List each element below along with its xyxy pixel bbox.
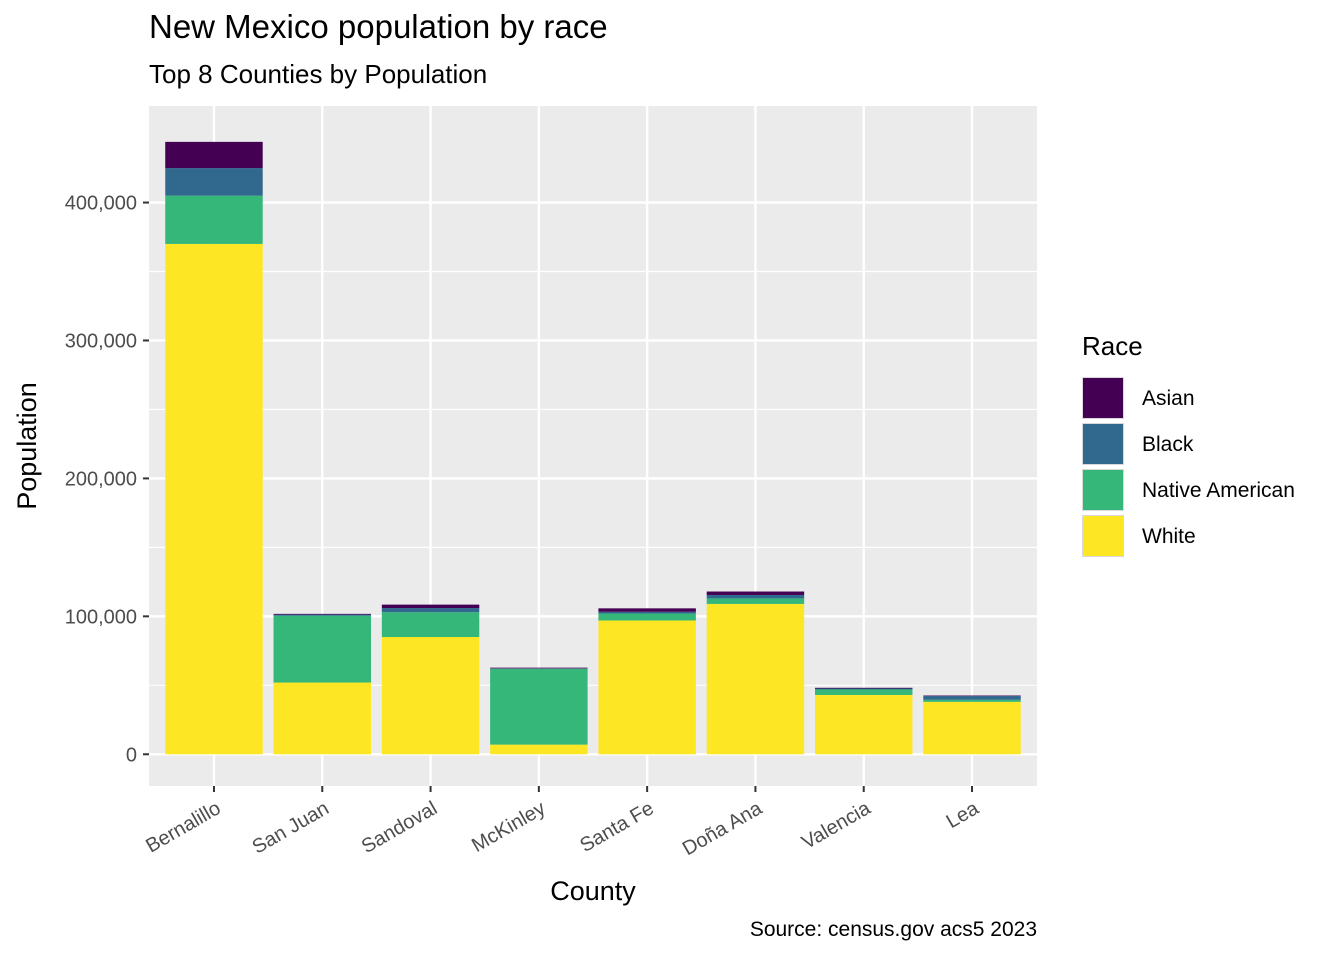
x-tick-label: Doña Ana	[679, 797, 767, 860]
bars	[165, 141, 1021, 755]
bar-native-american-valencia	[815, 689, 913, 695]
legend-title: Race	[1082, 331, 1143, 361]
bar-native-american-santa-fe	[598, 613, 696, 621]
bar-asian-valencia	[815, 687, 913, 689]
x-axis-label: County	[550, 876, 636, 906]
bar-asian-bernalillo	[165, 141, 263, 169]
y-tick-label: 0	[126, 744, 137, 766]
legend-label: Native American	[1142, 479, 1295, 502]
bar-white-bernalillo	[165, 243, 263, 755]
bar-white-santa-fe	[598, 620, 696, 755]
x-tick-label: McKinley	[468, 797, 549, 857]
bar-black-sandoval	[381, 608, 480, 613]
chart-caption: Source: census.gov acs5 2023	[749, 918, 1037, 941]
legend-label: Asian	[1142, 387, 1195, 410]
legend-swatch	[1082, 377, 1124, 419]
bar-native-american-do-a-ana	[706, 598, 805, 604]
bar-white-do-a-ana	[706, 603, 805, 755]
x-tick-label: San Juan	[249, 797, 333, 858]
bar-black-valencia	[815, 688, 913, 690]
bar-asian-san-juan	[273, 613, 371, 615]
legend-swatch	[1082, 515, 1124, 557]
bar-asian-santa-fe	[598, 608, 696, 612]
bar-white-san-juan	[273, 682, 371, 755]
bar-native-american-lea	[923, 699, 1021, 702]
x-tick-label: Lea	[943, 797, 984, 833]
y-tick-label: 300,000	[65, 330, 137, 352]
bar-asian-sandoval	[381, 604, 480, 609]
bar-black-do-a-ana	[706, 594, 805, 599]
legend-swatch	[1082, 469, 1124, 511]
bar-native-american-san-juan	[273, 615, 371, 683]
legend-swatch	[1082, 423, 1124, 465]
y-tick-label: 100,000	[65, 606, 137, 628]
x-tick-label: Valencia	[798, 797, 875, 854]
bar-native-american-bernalillo	[165, 195, 263, 244]
y-axis-label: Population	[12, 382, 42, 510]
chart-title: New Mexico population by race	[149, 8, 608, 45]
bar-asian-lea	[923, 695, 1021, 697]
bar-asian-do-a-ana	[706, 591, 805, 595]
bar-white-lea	[923, 701, 1021, 755]
chart-subtitle: Top 8 Counties by Population	[149, 59, 488, 89]
bar-native-american-mckinley	[490, 668, 588, 745]
y-tick-label: 200,000	[65, 468, 137, 490]
x-tick-label: Sandoval	[358, 797, 441, 858]
bar-black-san-juan	[273, 614, 371, 616]
bar-white-valencia	[815, 694, 913, 755]
bar-white-sandoval	[381, 637, 480, 755]
bar-black-bernalillo	[165, 168, 263, 196]
x-tick-label: Santa Fe	[576, 797, 657, 857]
bar-asian-mckinley	[490, 667, 588, 669]
bar-white-mckinley	[490, 744, 588, 755]
legend-label: White	[1142, 525, 1196, 548]
bar-black-santa-fe	[598, 611, 696, 614]
bar-native-american-sandoval	[381, 612, 480, 638]
legend-label: Black	[1142, 433, 1194, 456]
bar-black-lea	[923, 696, 1021, 700]
x-tick-label: Bernalillo	[142, 797, 224, 857]
y-tick-label: 400,000	[65, 193, 137, 215]
